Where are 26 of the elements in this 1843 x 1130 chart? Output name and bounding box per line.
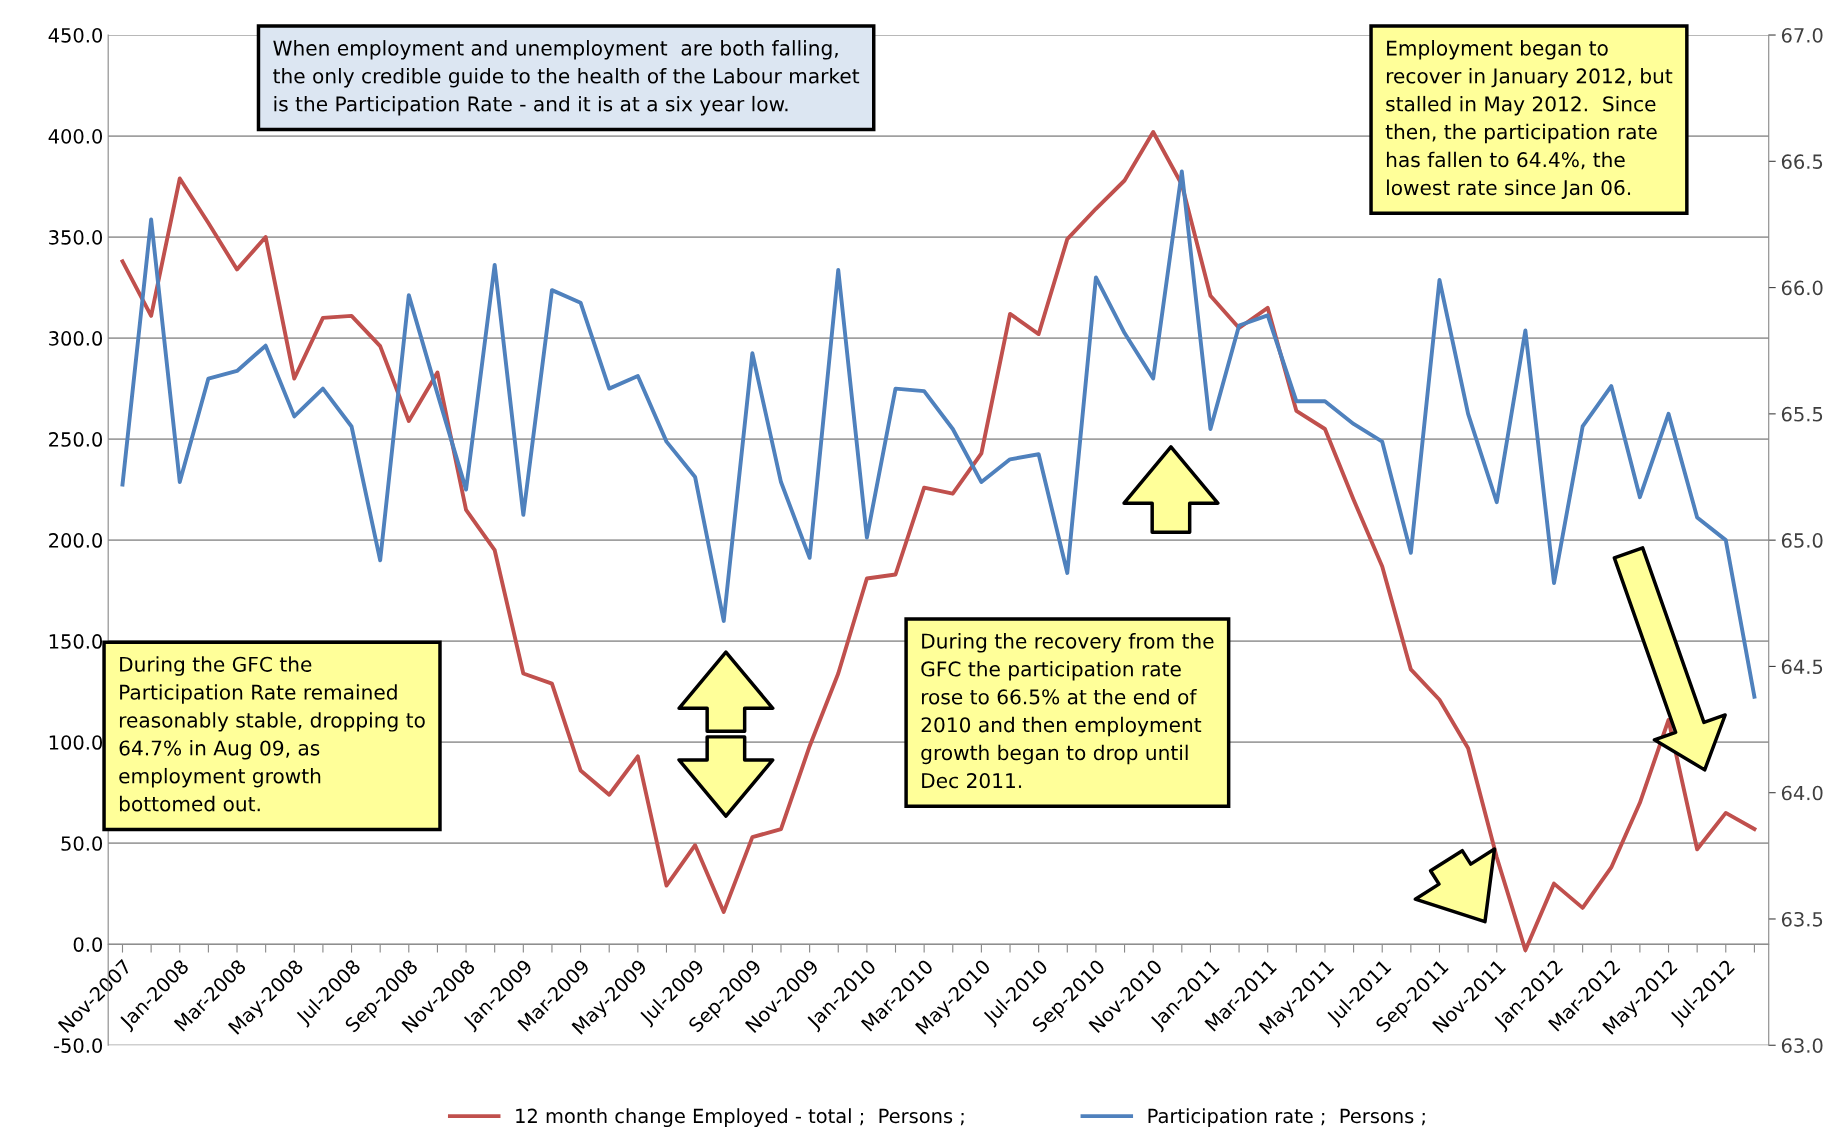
y-tick-label: 400.0 [48, 129, 103, 144]
y-tick-label: 0.0 [73, 937, 103, 952]
legend-label: 12 month change Employed - total ; Persons ; [516, 1108, 964, 1128]
y-tick-label: -50.0 [53, 1038, 103, 1053]
annotation: Employment began to recover in January 2012, but stalled in May 2012. Since then, the participation rate has fallen to 64.4%, the lowest rate since Jan 06. [1385, 40, 1673, 199]
y-tick-label: 300.0 [49, 331, 103, 346]
y2-tick-label: 65.5 [1781, 406, 1823, 422]
y2-tick-label: 64.0 [1781, 785, 1823, 801]
y-tick-label: 450.0 [48, 27, 103, 43]
y2-tick-label: 63.5 [1781, 911, 1823, 927]
y2-tick-label: 63.0 [1781, 1038, 1823, 1053]
y-tick-label: 100.0 [49, 735, 103, 750]
legend-label: Participation rate ; Persons ; [1148, 1108, 1425, 1128]
y-tick-label: 200.0 [49, 533, 103, 548]
annotation: During the recovery from the GFC the participation rate rose to 66.5% at the end of 2010 and then employment growth began to drop until Dec 2011. [921, 633, 1214, 789]
annotation: When employment and unemployment are both falling, the only credible guide to the health of the Labour market is the Participation Rate - and it is at a six year low. [273, 40, 860, 116]
y2-tick-label: 64.5 [1781, 659, 1823, 675]
y-tick-label: 350.0 [49, 230, 103, 245]
y2-tick-label: 66.5 [1781, 154, 1823, 169]
y-tick-label: 250.0 [49, 432, 103, 447]
annotation: During the GFC the Participation Rate remained reasonably stable, dropping to 64.7% in Aug 09, as employment growth bottomed out. [119, 656, 425, 812]
y2-tick-label: 67.0 [1781, 27, 1823, 43]
y-tick-label: 50.0 [61, 836, 103, 851]
y2-tick-label: 66.0 [1781, 280, 1823, 296]
y-tick-label: 150.0 [49, 634, 103, 649]
y2-tick-label: 65.0 [1781, 533, 1823, 548]
